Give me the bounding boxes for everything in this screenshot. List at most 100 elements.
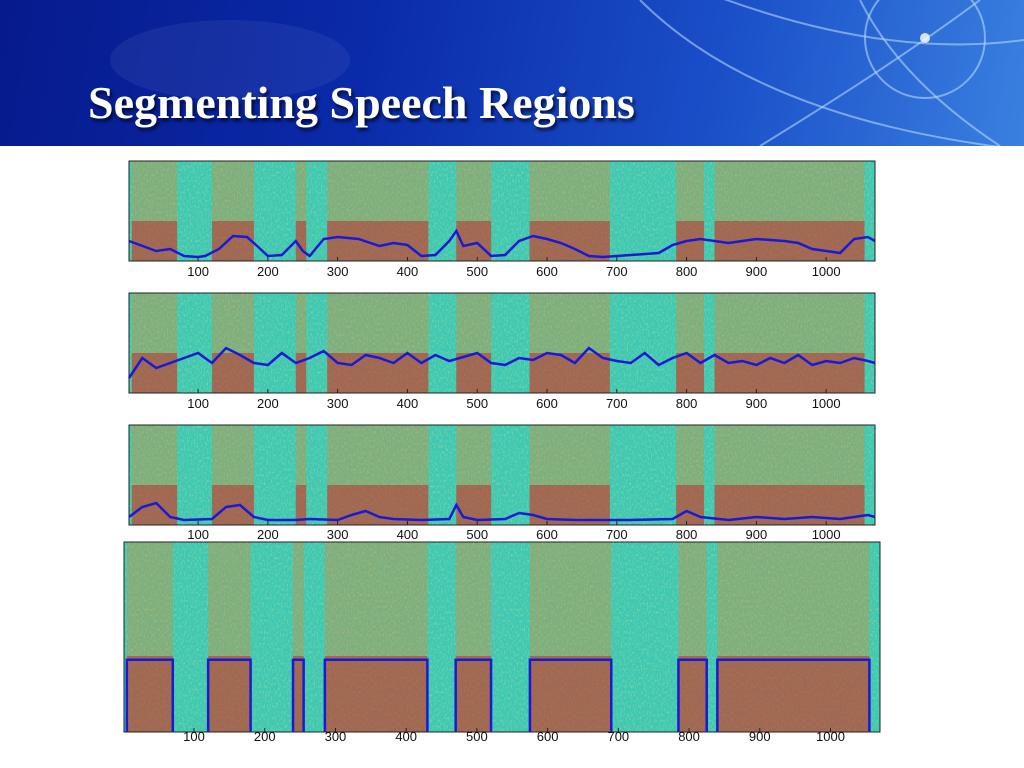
x-tick-label: 800: [678, 729, 700, 744]
speech-energy-band: [295, 425, 307, 525]
x-tick-label: 500: [466, 527, 488, 542]
x-tick-label: 400: [395, 729, 417, 744]
x-tick-label: 200: [257, 264, 279, 279]
speech-energy-band: [676, 293, 705, 393]
plot-frame: [128, 424, 876, 526]
slide-title: Segmenting Speech Regions: [88, 77, 635, 128]
speech-energy-band: [212, 293, 254, 393]
speech-low-frequency-energy: [295, 485, 307, 525]
speech-low-frequency-energy: [126, 656, 173, 732]
speech-segment-box: [291, 658, 305, 732]
speech-energy-band: [529, 161, 610, 261]
speech-low-frequency-energy: [293, 656, 304, 732]
speech-low-frequency-energy: [324, 656, 428, 732]
header-swirl-decoration: [110, 0, 1024, 146]
speech-energy-band: [714, 293, 865, 393]
x-tick-label: 200: [257, 396, 279, 411]
plot-frame: [123, 541, 881, 733]
plot-frame: [128, 292, 876, 394]
speech-energy-band: [529, 542, 612, 732]
speech-energy-band: [676, 425, 705, 525]
speech-energy-band: [131, 293, 178, 393]
speech-low-frequency-energy: [529, 656, 612, 732]
feature-trace-line: [128, 501, 876, 522]
x-tick-label: 400: [397, 264, 419, 279]
speech-energy-band: [212, 425, 254, 525]
spectrogram-panel: 100 200 300 400 500 600 700 800 900 1000: [128, 424, 876, 542]
speech-energy-band: [676, 161, 705, 261]
speech-low-frequency-energy: [295, 353, 307, 393]
speech-low-frequency-energy: [327, 353, 429, 393]
speech-low-frequency-energy: [529, 221, 610, 261]
spectrogram-noise-texture: [129, 425, 875, 525]
plot-frame: [128, 160, 876, 262]
speech-low-frequency-energy: [208, 656, 251, 732]
x-tick-label: 1000: [812, 527, 841, 542]
x-tick-label: 300: [327, 396, 349, 411]
speech-energy-band: [327, 425, 429, 525]
speech-low-frequency-energy: [295, 221, 307, 261]
speech-energy-band: [717, 542, 870, 732]
speech-energy-band: [295, 161, 307, 261]
slide-header: Segmenting Speech Regions: [0, 0, 1024, 146]
speech-energy-band: [293, 542, 304, 732]
speech-segment-box: [454, 658, 493, 732]
speech-energy-band: [324, 542, 428, 732]
x-tick-label: 700: [606, 396, 628, 411]
speech-low-frequency-energy: [455, 656, 492, 732]
speech-low-frequency-energy: [327, 221, 429, 261]
spectrogram-noise-texture: [129, 161, 875, 261]
x-tick-label: 1000: [812, 264, 841, 279]
feature-trace-line: [127, 346, 876, 379]
x-tick-label: 1000: [816, 729, 845, 744]
speech-segment-box: [125, 658, 175, 732]
x-tick-label: 600: [536, 396, 558, 411]
speech-segment-box: [528, 658, 613, 732]
speech-energy-band: [529, 425, 610, 525]
x-tick-label: 700: [606, 527, 628, 542]
x-tick-label: 500: [466, 264, 488, 279]
speech-low-frequency-energy: [131, 221, 178, 261]
feature-trace-line: [128, 228, 876, 259]
x-tick-label: 300: [327, 264, 349, 279]
x-tick-label: 600: [537, 729, 559, 744]
speech-energy-band: [126, 542, 173, 732]
x-tick-label: 300: [327, 527, 349, 542]
x-tick-label: 100: [187, 264, 209, 279]
speech-energy-band: [327, 293, 429, 393]
speech-segment-box: [206, 658, 252, 732]
x-tick-label: 800: [676, 396, 698, 411]
speech-energy-band: [529, 293, 610, 393]
x-tick-label: 1000: [812, 396, 841, 411]
x-tick-label: 900: [749, 729, 771, 744]
speech-low-frequency-energy: [131, 485, 178, 525]
x-tick-label: 200: [257, 527, 279, 542]
x-tick-label: 800: [676, 264, 698, 279]
speech-energy-band: [295, 293, 307, 393]
x-tick-label: 700: [607, 729, 629, 744]
speech-segment-box: [677, 658, 708, 732]
x-tick-label: 100: [187, 396, 209, 411]
speech-low-frequency-energy: [678, 656, 707, 732]
speech-segment-box: [716, 658, 871, 732]
speech-segment-box: [323, 658, 429, 732]
speech-energy-band: [714, 425, 865, 525]
x-tick-label: 600: [536, 264, 558, 279]
speech-low-frequency-energy: [676, 353, 705, 393]
x-tick-label: 200: [254, 729, 276, 744]
speech-energy-band: [455, 542, 492, 732]
x-tick-label: 300: [325, 729, 347, 744]
spectrogram-panel: 100 200 300 400 500 600 700 800 900 1000: [123, 541, 881, 744]
speech-energy-band: [456, 425, 492, 525]
speech-energy-band: [208, 542, 251, 732]
speech-low-frequency-energy: [212, 221, 254, 261]
x-tick-label: 900: [746, 527, 768, 542]
speech-low-frequency-energy: [676, 485, 705, 525]
x-tick-label: 800: [676, 527, 698, 542]
speech-low-frequency-energy: [131, 353, 178, 393]
x-tick-label: 400: [397, 396, 419, 411]
x-tick-label: 100: [183, 729, 205, 744]
x-tick-label: 100: [187, 527, 209, 542]
speech-low-frequency-energy: [717, 656, 870, 732]
